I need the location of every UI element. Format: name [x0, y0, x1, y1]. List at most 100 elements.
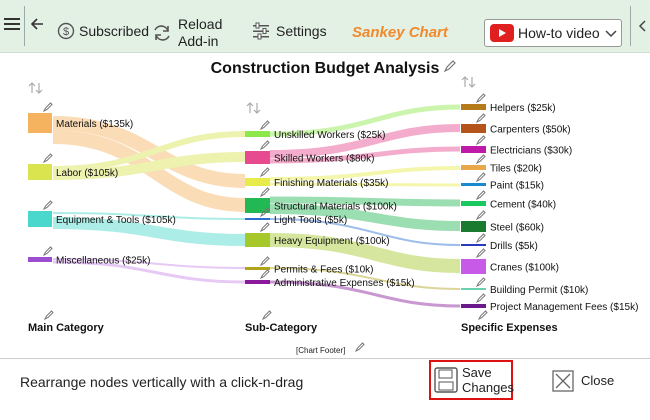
sub-category-edit-pencil-icon[interactable]	[259, 269, 270, 280]
close-label: Close	[581, 373, 615, 388]
link-structural-cement	[269, 196, 461, 207]
link-labor-skilled	[52, 152, 246, 180]
expense-node[interactable]	[461, 259, 486, 274]
edit-col1-pencil-icon[interactable]	[44, 310, 54, 320]
close-icon	[552, 370, 574, 392]
main-category-node-label: Equipment & Tools ($105k)	[56, 215, 176, 226]
toolbar-divider-right	[630, 6, 631, 46]
expense-node[interactable]	[461, 288, 486, 290]
link-materials-structural	[52, 130, 246, 212]
hamburger-menu-icon[interactable]	[4, 16, 20, 32]
link-finishing-tiles	[269, 166, 461, 181]
sort-arrows-icon-col2[interactable]	[246, 102, 261, 114]
expense-edit-pencil-icon[interactable]	[475, 93, 486, 104]
settings-button[interactable]: Settings	[252, 22, 327, 40]
expense-edit-pencil-icon[interactable]	[475, 233, 486, 244]
expense-edit-pencil-icon[interactable]	[475, 248, 486, 259]
save-label-line2: Changes	[462, 380, 515, 395]
expense-node[interactable]	[461, 304, 486, 308]
sub-category-node[interactable]	[245, 131, 270, 137]
expense-edit-pencil-icon[interactable]	[475, 293, 486, 304]
main-category-node[interactable]	[28, 164, 52, 180]
sub-category-edit-pencil-icon[interactable]	[259, 222, 270, 233]
toolbar-divider	[24, 6, 25, 46]
expense-node[interactable]	[461, 124, 486, 133]
back-arrow-icon[interactable]	[29, 16, 45, 32]
expense-edit-pencil-icon[interactable]	[475, 172, 486, 183]
subscribed-label: Subscribed	[79, 23, 150, 39]
expense-node[interactable]	[461, 146, 486, 153]
expense-edit-pencil-icon[interactable]	[475, 113, 486, 124]
sub-category-edit-pencil-icon[interactable]	[259, 167, 270, 178]
link-equipment-heavy	[52, 217, 246, 246]
edit-col3-pencil-icon[interactable]	[478, 310, 488, 320]
expense-node-label: Project Management Fees ($15k)	[490, 302, 638, 313]
sub-category-node-label: Finishing Materials ($35k)	[274, 178, 389, 189]
sankey-links	[52, 104, 461, 308]
expense-node[interactable]	[461, 165, 486, 170]
link-light-drills	[269, 218, 461, 246]
close-button[interactable]: Close	[550, 367, 620, 395]
youtube-icon	[490, 24, 514, 42]
settings-label: Settings	[276, 23, 327, 39]
main-category-edit-pencil-icon[interactable]	[42, 153, 53, 164]
link-unskilled-helpers	[269, 104, 461, 137]
expense-node[interactable]	[461, 201, 486, 206]
column-header-main: Main Category	[28, 322, 104, 334]
sub-category-edit-pencil-icon[interactable]	[259, 256, 270, 267]
expense-node[interactable]	[461, 104, 486, 110]
chart-footer: [Chart Footer]	[296, 346, 346, 355]
howto-label: How-to video	[518, 25, 600, 41]
edit-footer-pencil-icon[interactable]	[355, 342, 365, 352]
expense-node-label: Cement ($40k)	[490, 200, 556, 211]
expense-node[interactable]	[461, 183, 486, 186]
expense-edit-pencil-icon[interactable]	[475, 277, 486, 288]
save-changes-button[interactable]: Save Changes	[429, 360, 515, 400]
expense-edit-pencil-icon[interactable]	[475, 135, 486, 146]
sub-category-edit-pencil-icon[interactable]	[259, 187, 270, 198]
link-permits-building	[269, 267, 461, 290]
link-admin-pm	[269, 280, 461, 308]
main-category-edit-pencil-icon[interactable]	[42, 246, 53, 257]
subscribed-button[interactable]: $ Subscribed	[57, 22, 149, 40]
main-category-node[interactable]	[28, 211, 52, 227]
sub-category-node[interactable]	[245, 218, 270, 220]
link-misc-admin	[52, 260, 246, 284]
drag-hint-text: Rearrange nodes vertically with a click-…	[20, 374, 304, 390]
sort-arrows-icon-col1[interactable]	[28, 82, 43, 94]
expense-edit-pencil-icon[interactable]	[475, 190, 486, 201]
edit-title-pencil-icon[interactable]	[444, 60, 456, 72]
sub-category-node[interactable]	[245, 280, 270, 284]
expense-edit-pencil-icon[interactable]	[475, 154, 486, 165]
collapse-panel-icon[interactable]	[638, 20, 646, 32]
main-category-node[interactable]	[28, 113, 52, 133]
expense-edit-pencil-icon[interactable]	[475, 210, 486, 221]
chart-title: Construction Budget Analysis	[0, 60, 650, 78]
expense-node[interactable]	[461, 244, 486, 246]
main-category-edit-pencil-icon[interactable]	[42, 200, 53, 211]
sub-category-node[interactable]	[245, 233, 270, 247]
reload-label-line2: Add-in	[178, 33, 219, 49]
main-category-node[interactable]	[28, 257, 52, 262]
sub-category-edit-pencil-icon[interactable]	[259, 140, 270, 151]
reload-addin-button[interactable]: Reload Add-in	[152, 16, 222, 50]
sub-category-node[interactable]	[245, 178, 270, 186]
sub-category-edit-pencil-icon[interactable]	[259, 120, 270, 131]
main-category-node-label: Labor ($105k)	[56, 168, 118, 179]
sub-category-node[interactable]	[245, 151, 270, 164]
sort-arrows-icon-col3[interactable]	[461, 76, 476, 88]
link-heavy-cranes	[269, 233, 461, 273]
sub-category-node[interactable]	[245, 198, 270, 213]
sub-category-node-label: Heavy Equipment ($100k)	[274, 236, 390, 247]
sub-category-edit-pencil-icon[interactable]	[259, 207, 270, 218]
save-label-line1: Save	[462, 365, 492, 380]
link-labor-unskilled	[52, 131, 246, 172]
expense-node-label: Building Permit ($10k)	[490, 285, 588, 296]
howto-video-dropdown[interactable]: How-to video	[484, 19, 622, 47]
edit-col2-pencil-icon[interactable]	[262, 310, 272, 320]
reload-label-line1: Reload	[178, 16, 223, 32]
expense-node[interactable]	[461, 221, 486, 232]
main-category-edit-pencil-icon[interactable]	[42, 102, 53, 113]
expense-node-label: Cranes ($100k)	[490, 263, 559, 274]
sub-category-node[interactable]	[245, 267, 270, 270]
